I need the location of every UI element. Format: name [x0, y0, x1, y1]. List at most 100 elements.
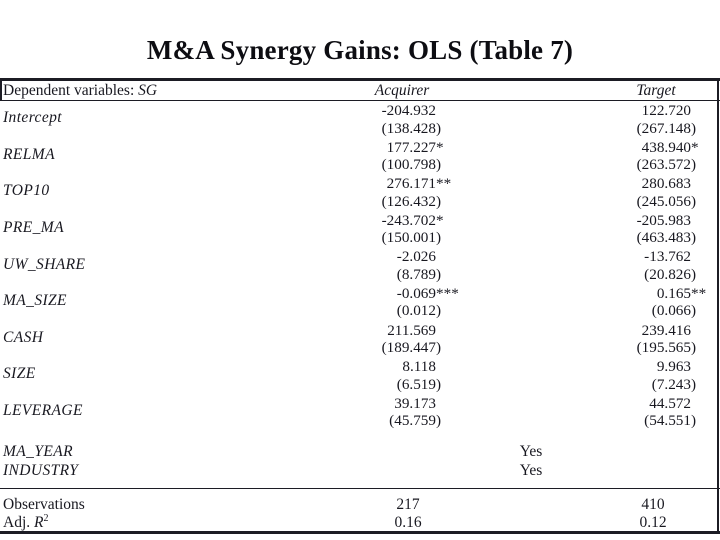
value-number: (150.001 — [381, 229, 436, 247]
value-suffix: ) — [436, 375, 442, 393]
coef-value: 39.173 — [0, 395, 436, 412]
row-label: SIZE — [3, 365, 36, 383]
value-number: (0.066 — [651, 302, 691, 320]
value-suffix: ) — [436, 119, 442, 137]
value-number: (189.447 — [381, 339, 436, 357]
se-value: (150.001) — [0, 229, 441, 247]
stat-value-acquirer: 217 — [396, 496, 420, 513]
value-suffix: ) — [436, 302, 442, 320]
value-number: -204.932 — [381, 102, 436, 119]
value-suffix: ) — [436, 265, 442, 283]
row-label: PRE_MA — [3, 219, 64, 237]
value-suffix: ** — [691, 284, 707, 302]
value-number: 0.165 — [656, 284, 691, 302]
table-top-rule — [0, 78, 720, 81]
se-value: (138.428) — [0, 119, 441, 137]
coef-value: 211.569 — [0, 322, 436, 339]
value-number: 122.720 — [641, 102, 691, 119]
column-header-target: Target — [636, 82, 676, 99]
value-number: -13.762 — [644, 248, 691, 266]
coef-value: 122.720 — [0, 102, 691, 119]
value-number: (138.428 — [381, 119, 436, 137]
coef-value: -204.932 — [0, 102, 436, 119]
value-suffix: ) — [436, 229, 442, 247]
se-value: (189.447) — [0, 339, 441, 357]
dependent-variable-prefix: Dependent variables: — [3, 82, 139, 99]
coef-value: 276.171 ** — [0, 175, 452, 193]
value-suffix: ) — [691, 156, 697, 174]
row-label: CASH — [3, 328, 44, 346]
table-row: UW_SHARE -2.026 (8.789) -13.762 (20.826) — [0, 246, 720, 283]
value-number: (463.483 — [636, 229, 691, 247]
stat-row-adj-r2: Adj. R2 0.16 0.12 — [0, 512, 720, 532]
se-value: (6.519) — [0, 376, 441, 393]
se-value: (267.148) — [0, 119, 696, 137]
table-row: TOP10 276.171 ** (126.432) 280.683 (245.056) — [0, 173, 720, 210]
value-suffix: ) — [436, 192, 442, 210]
se-value: (263.572) — [0, 156, 696, 174]
value-suffix: ) — [691, 375, 697, 393]
table-header-rule — [0, 100, 720, 101]
value-number: -0.069 — [396, 284, 436, 302]
value-number: (7.243 — [651, 375, 691, 393]
se-value: (245.056) — [0, 192, 696, 210]
stat-label-superscript: 2 — [43, 512, 49, 524]
table-header-row: Dependent variables: SG Acquirer Target — [0, 82, 720, 100]
se-value: (7.243) — [0, 375, 696, 393]
value-suffix: ) — [691, 412, 697, 430]
value-suffix: ) — [436, 339, 442, 357]
value-number: (245.056 — [636, 192, 691, 210]
se-value: (195.565) — [0, 339, 696, 357]
value-suffix: ) — [436, 412, 442, 430]
row-label: RELMA — [3, 145, 55, 163]
value-number: 276.171 — [386, 175, 436, 193]
control-row: MA_YEAR Yes — [0, 443, 720, 462]
se-value: (54.551) — [0, 412, 696, 430]
table-stats-rule — [0, 488, 720, 489]
coef-value: -0.069 *** — [0, 284, 459, 302]
table-right-border — [717, 78, 719, 534]
value-number: (195.565 — [636, 339, 691, 357]
control-label: INDUSTRY — [3, 461, 79, 479]
value-suffix: ) — [691, 119, 697, 137]
table-row: SIZE 8.118 (6.519) 9.963 (7.243) — [0, 356, 720, 393]
dependent-variable-name: SG — [138, 82, 158, 99]
coef-value: 438.940 * — [0, 139, 699, 156]
coef-value: 0.165 ** — [0, 284, 706, 302]
value-number: (100.798 — [381, 156, 436, 174]
value-suffix: ** — [436, 175, 452, 193]
value-suffix: ) — [691, 302, 697, 320]
value-number: (20.826 — [644, 265, 691, 283]
coef-value: 44.572 — [0, 395, 691, 412]
value-suffix: ) — [691, 192, 697, 210]
control-label: MA_YEAR — [3, 443, 73, 460]
value-number: (267.148 — [636, 119, 691, 137]
se-value: (45.759) — [0, 412, 441, 429]
coef-value: -2.026 — [0, 248, 436, 265]
value-number: -205.983 — [636, 211, 691, 229]
control-rows: MA_YEAR Yes INDUSTRY Yes — [0, 443, 720, 480]
coef-value: 9.963 — [0, 358, 691, 375]
value-suffix: ) — [691, 229, 697, 247]
value-suffix: *** — [436, 284, 459, 302]
value-number: 211.569 — [387, 321, 436, 339]
column-header-acquirer: Acquirer — [374, 82, 430, 99]
stat-row-observations: Observations 217 410 — [0, 496, 720, 514]
coef-value: -205.983 — [0, 212, 691, 229]
stat-value-acquirer: 0.16 — [394, 513, 422, 531]
value-suffix: ) — [436, 156, 442, 174]
table-row: PRE_MA -243.702 * (150.001) -205.983 (463.483… — [0, 210, 720, 247]
value-number: 280.683 — [641, 175, 691, 193]
se-value: (8.789) — [0, 266, 441, 283]
coefficient-rows: Intercept -204.932 (138.428) 122.720 (267.14… — [0, 100, 720, 429]
value-number: (263.572 — [636, 156, 691, 174]
value-number: (54.551 — [644, 412, 691, 430]
coef-value: 8.118 — [0, 358, 436, 375]
control-row: INDUSTRY Yes — [0, 462, 720, 481]
se-value: (20.826) — [0, 265, 696, 283]
row-label: Intercept — [3, 109, 62, 127]
table-row: RELMA 177.227 * (100.798) 438.940 * (263.572) — [0, 137, 720, 174]
stat-label: Adj. R2 — [3, 512, 49, 532]
value-suffix: * — [436, 211, 444, 229]
value-suffix: * — [691, 138, 699, 156]
